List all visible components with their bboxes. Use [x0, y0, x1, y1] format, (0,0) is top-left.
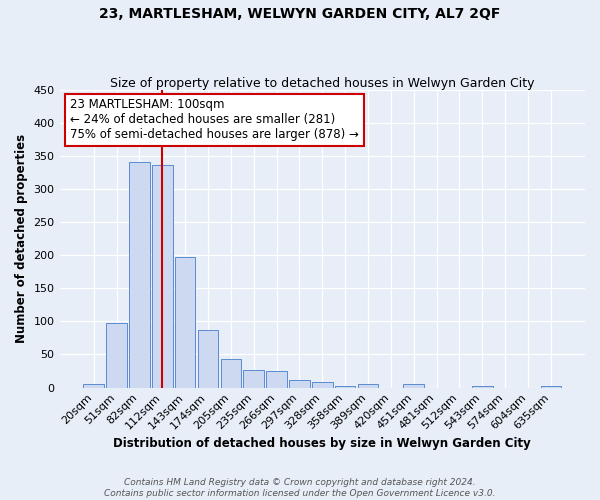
Title: Size of property relative to detached houses in Welwyn Garden City: Size of property relative to detached ho…	[110, 76, 535, 90]
Bar	[175, 257, 196, 388]
Bar	[358, 384, 378, 388]
Bar	[472, 386, 493, 388]
X-axis label: Distribution of detached houses by size in Welwyn Garden City: Distribution of detached houses by size …	[113, 437, 531, 450]
Bar	[198, 330, 218, 388]
Text: 23 MARTLESHAM: 100sqm
← 24% of detached houses are smaller (281)
75% of semi-det: 23 MARTLESHAM: 100sqm ← 24% of detached …	[70, 98, 359, 142]
Bar	[152, 165, 173, 388]
Bar	[403, 384, 424, 388]
Bar	[244, 370, 264, 388]
Y-axis label: Number of detached properties: Number of detached properties	[15, 134, 28, 343]
Text: Contains HM Land Registry data © Crown copyright and database right 2024.
Contai: Contains HM Land Registry data © Crown c…	[104, 478, 496, 498]
Bar	[312, 382, 332, 388]
Bar	[266, 371, 287, 388]
Bar	[83, 384, 104, 388]
Bar	[106, 324, 127, 388]
Bar	[221, 359, 241, 388]
Bar	[541, 386, 561, 388]
Bar	[289, 380, 310, 388]
Bar	[129, 162, 150, 388]
Text: 23, MARTLESHAM, WELWYN GARDEN CITY, AL7 2QF: 23, MARTLESHAM, WELWYN GARDEN CITY, AL7 …	[100, 8, 500, 22]
Bar	[335, 386, 355, 388]
